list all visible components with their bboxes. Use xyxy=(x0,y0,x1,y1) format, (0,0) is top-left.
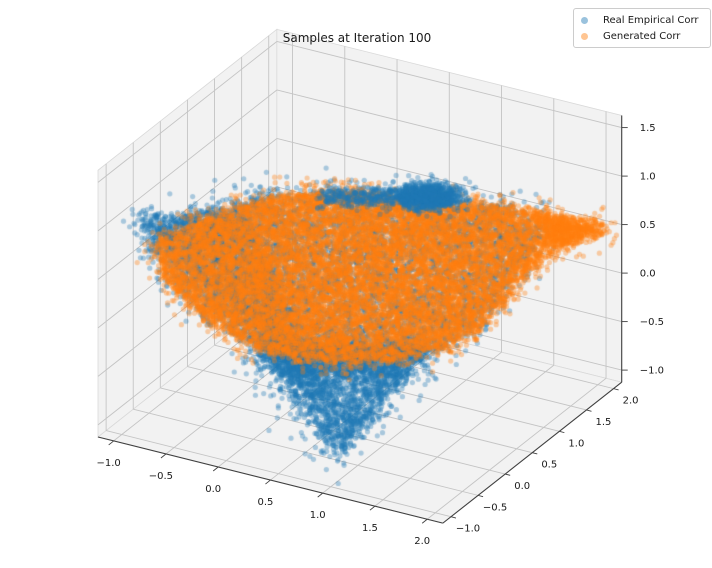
chart-title: Samples at Iteration 100 xyxy=(282,31,432,45)
legend-item-generated-corr: Generated Corr xyxy=(574,28,708,44)
legend-label-real-empirical: Real Empirical Corr xyxy=(603,14,699,26)
legend-marker-real-empirical-icon xyxy=(581,16,588,24)
legend-marker-generated-icon xyxy=(581,32,588,40)
legend-item-real-empirical-corr: Real Empirical Corr xyxy=(574,12,708,28)
legend: Real Empirical Corr Generated Corr xyxy=(573,8,711,48)
legend-label-generated: Generated Corr xyxy=(603,30,681,42)
